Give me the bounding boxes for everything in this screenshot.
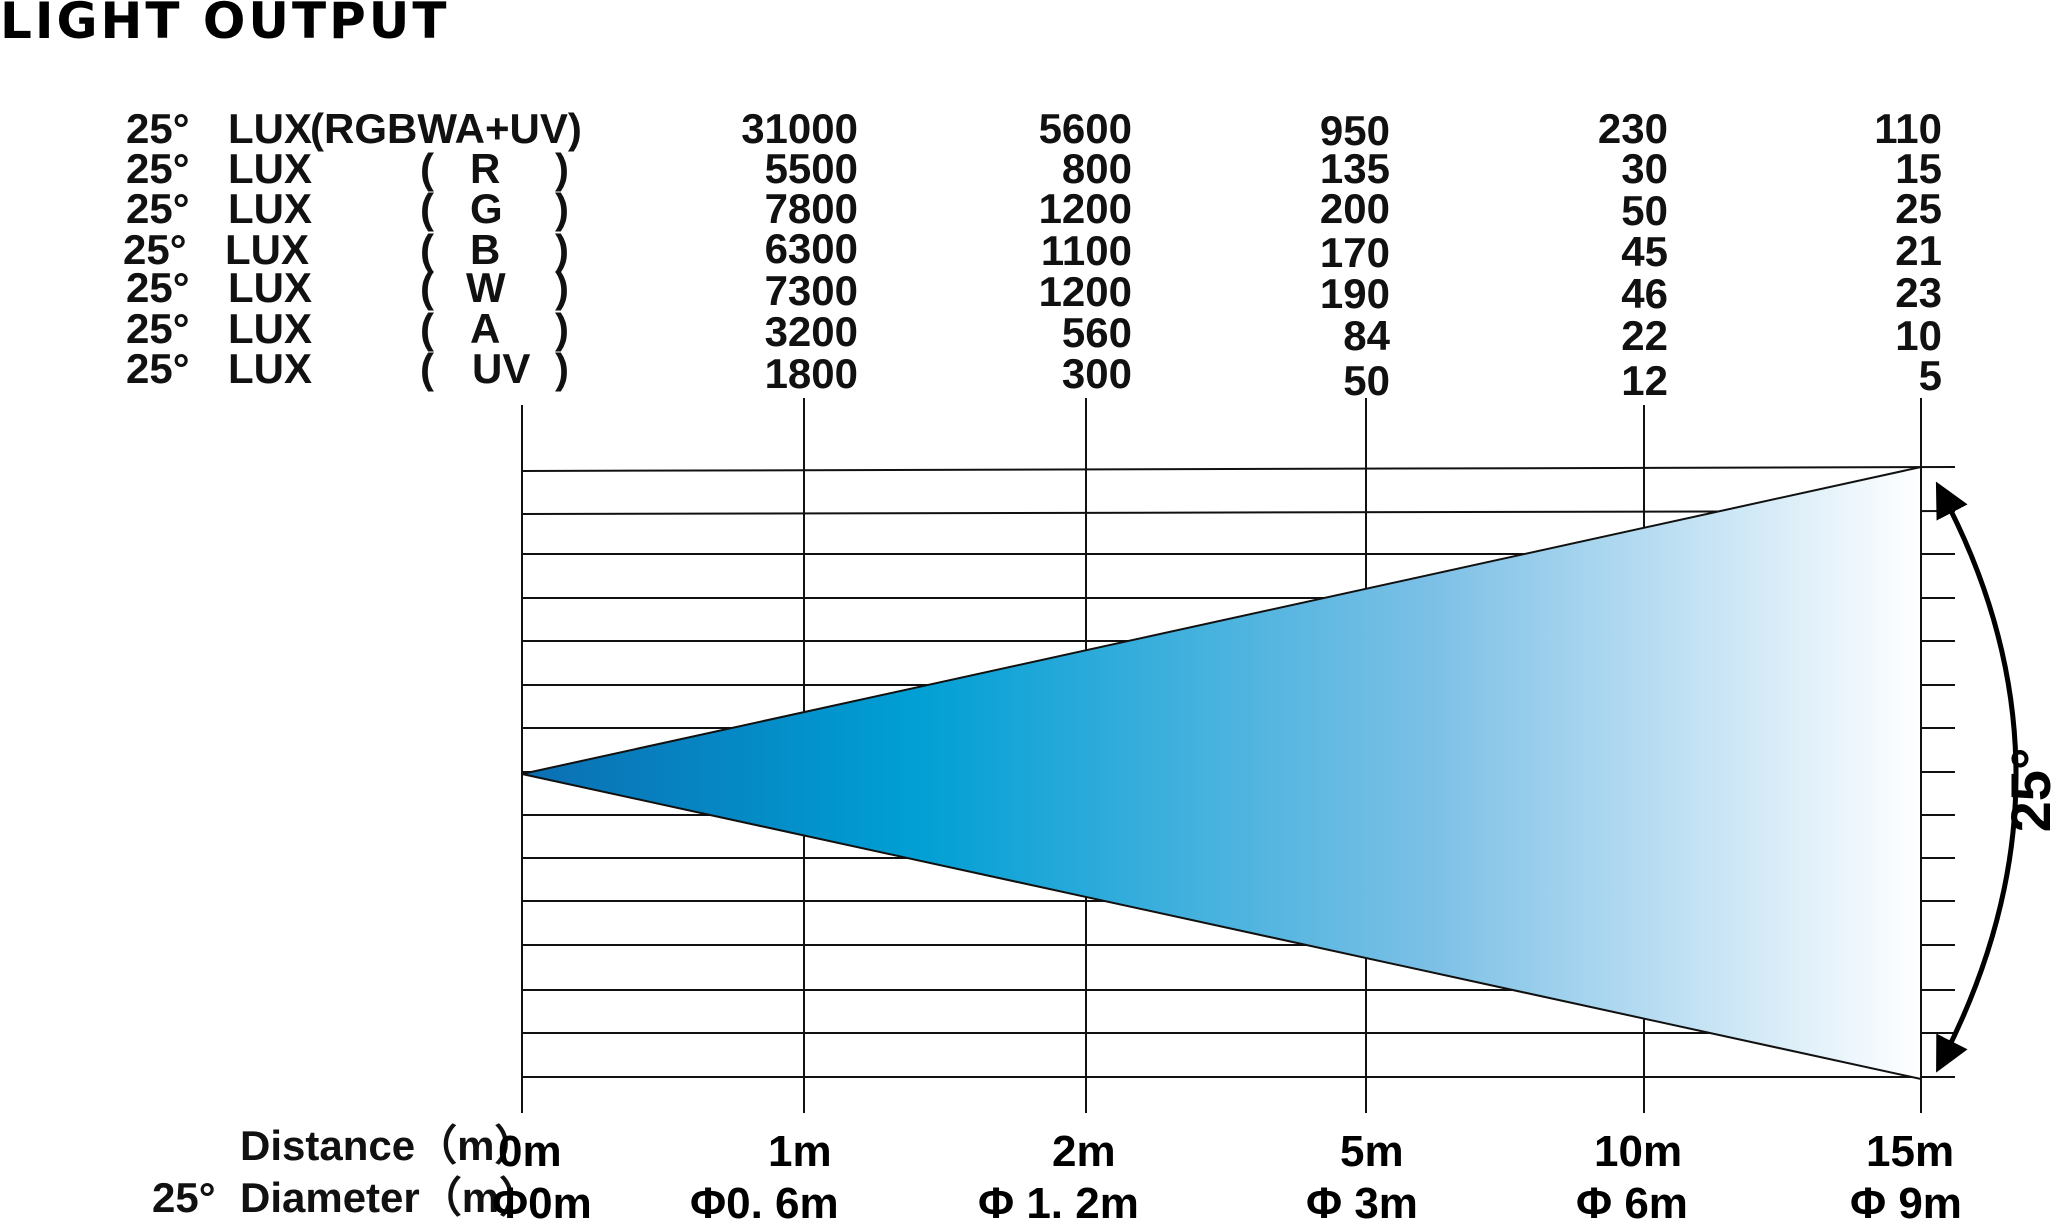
row-unit: LUX [228, 264, 312, 311]
lux-value: 22 [1621, 312, 1668, 359]
row-labels: 25° LUX (RGBWA+UV) 25° LUX ( R ) 25° LUX… [123, 105, 582, 392]
row-label-rgbwauv: 25° LUX (RGBWA+UV) [126, 105, 582, 152]
lux-value: 5500 [765, 145, 858, 192]
row-label-g: 25° LUX ( G ) [126, 185, 569, 232]
row-channel: (RGBWA+UV) [310, 105, 582, 152]
row-close-paren: ) [555, 185, 569, 232]
lux-value: 31000 [741, 105, 858, 152]
lux-value: 560 [1062, 309, 1132, 356]
lux-value: 12 [1621, 357, 1668, 404]
row-close-paren: ) [555, 345, 569, 392]
lux-value: 170 [1320, 229, 1390, 276]
row-angle: 25° [126, 185, 190, 232]
row-channel: R [470, 145, 500, 192]
lux-value: 300 [1062, 350, 1132, 397]
row-label-a: 25° LUX ( A ) [126, 305, 569, 352]
distance-value: 10m [1594, 1127, 1682, 1176]
page-title: LIGHT OUTPUT [0, 0, 449, 50]
row-unit: LUX [228, 185, 312, 232]
diameter-value: Φ 9m [1850, 1179, 1962, 1222]
distance-value: 15m [1866, 1127, 1954, 1176]
lux-value: 200 [1320, 185, 1390, 232]
lux-value: 5600 [1039, 105, 1132, 152]
lux-value: 50 [1343, 357, 1390, 404]
lux-value: 30 [1621, 145, 1668, 192]
lux-value: 110 [1874, 105, 1942, 152]
diameter-value: Φ 3m [1306, 1179, 1418, 1222]
row-open-paren: ( [420, 145, 434, 192]
row-unit: LUX [228, 345, 312, 392]
row-angle: 25° [123, 226, 187, 273]
lux-value: 46 [1621, 270, 1668, 317]
row-open-paren: ( [420, 305, 434, 352]
row-open-paren: ( [420, 345, 434, 392]
lux-value: 1200 [1039, 268, 1132, 315]
lux-value: 3200 [765, 308, 858, 355]
diameter-value: Φ 1. 2m [978, 1179, 1139, 1222]
distance-axis: Distance（m） 25° Diameter（m） 0m 1m 2m 5m … [152, 1122, 1962, 1222]
distance-value: 0m [498, 1127, 562, 1176]
lux-value: 10 [1895, 312, 1942, 359]
lux-value: 45 [1621, 228, 1668, 275]
lux-value: 23 [1895, 269, 1942, 316]
lux-value: 6300 [765, 225, 858, 272]
row-label-uv: 25° LUX ( UV ) [126, 345, 569, 392]
diameter-value: Φ0. 6m [690, 1179, 839, 1222]
row-unit: LUX [228, 145, 312, 192]
row-label-r: 25° LUX ( R ) [126, 145, 569, 192]
lux-value: 84 [1343, 312, 1390, 359]
lux-value: 950 [1320, 107, 1390, 154]
row-open-paren: ( [420, 226, 434, 273]
lux-value: 7800 [765, 185, 858, 232]
row-close-paren: ) [555, 145, 569, 192]
row-unit: LUX [228, 105, 312, 152]
row-channel: G [470, 185, 503, 232]
lux-value: 230 [1598, 105, 1668, 152]
row-channel: UV [472, 345, 530, 392]
diameter-label: Diameter（m） [240, 1174, 541, 1221]
row-open-paren: ( [420, 185, 434, 232]
lux-value: 21 [1895, 227, 1942, 274]
distance-value: 1m [768, 1127, 832, 1176]
lux-values: 31000 5500 7800 6300 7300 3200 1800 5600… [741, 105, 1942, 404]
row-label-w: 25° LUX ( W ) [126, 264, 569, 311]
lux-value: 5 [1919, 352, 1942, 399]
distance-label: Distance（m） [240, 1122, 536, 1169]
diameter-angle: 25° [152, 1174, 216, 1221]
row-angle: 25° [126, 305, 190, 352]
beam-cone [521, 465, 1922, 1081]
row-close-paren: ) [555, 305, 569, 352]
diameter-value: Φ 6m [1576, 1179, 1688, 1222]
lux-value: 15 [1895, 145, 1942, 192]
row-channel: A [470, 305, 500, 352]
lux-value: 1800 [765, 350, 858, 397]
beam-angle-arrow [1935, 481, 2019, 1073]
row-close-paren: ) [555, 264, 569, 311]
row-label-b: 25° LUX ( B ) [123, 226, 569, 273]
row-angle: 25° [126, 264, 190, 311]
row-unit: LUX [228, 305, 312, 352]
lux-value: 1200 [1039, 185, 1132, 232]
row-close-paren: ) [555, 226, 569, 273]
lux-value: 190 [1320, 270, 1390, 317]
lux-value: 1100 [1041, 227, 1132, 274]
lux-value: 25 [1895, 185, 1942, 232]
row-angle: 25° [126, 345, 190, 392]
row-channel: W [466, 264, 506, 311]
row-angle: 25° [126, 145, 190, 192]
row-channel: B [470, 226, 500, 273]
lux-value: 7300 [765, 267, 858, 314]
lux-value: 135 [1320, 145, 1390, 192]
beam-angle-label: 25° [1999, 748, 2062, 833]
distance-value: 2m [1052, 1127, 1116, 1176]
row-angle: 25° [126, 105, 190, 152]
row-unit: LUX [225, 226, 309, 273]
diameter-value: Φ0m [492, 1179, 592, 1222]
lux-value: 50 [1621, 187, 1668, 234]
row-open-paren: ( [420, 264, 434, 311]
distance-value: 5m [1340, 1127, 1404, 1176]
lux-value: 800 [1062, 145, 1132, 192]
